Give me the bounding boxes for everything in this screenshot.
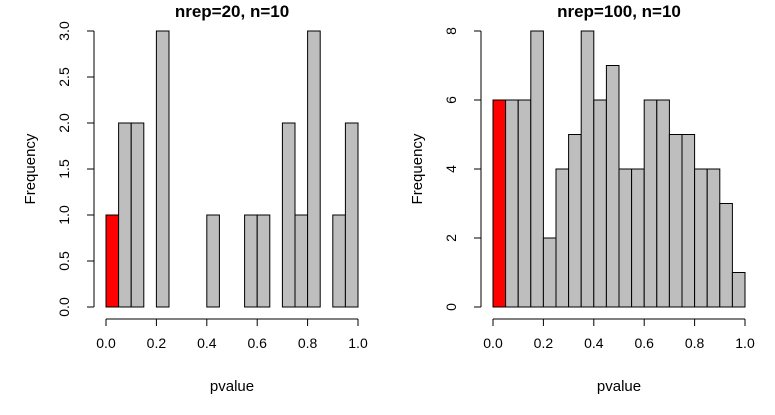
bars	[105, 30, 359, 308]
bars	[492, 30, 746, 308]
histogram-bar	[118, 122, 132, 308]
y-tick-label: 2.0	[56, 113, 72, 133]
histogram-bar	[631, 168, 645, 308]
histogram-bar	[542, 237, 557, 308]
y-tick-label: 2.5	[56, 67, 72, 87]
x-axis-label: pvalue	[597, 378, 641, 395]
histogram-bar	[555, 168, 570, 308]
histogram-bar	[593, 99, 607, 308]
y-tick-label: 2	[443, 234, 459, 242]
x-axis: 0.0 0.2 0.4 0.6 0.8 1.0	[96, 318, 368, 351]
histogram-panel-left: nrep=20, n=10 pvalue Frequency 0.0 0.2 0.4…	[22, 2, 368, 395]
y-axis: 0 2 4 6 8	[443, 27, 482, 311]
histogram-bar	[694, 168, 708, 308]
x-tick-label: 0.4	[584, 335, 604, 351]
histogram-panel-right: nrep=100, n=10 pvalue Frequency 0.0 0.2 0.…	[409, 2, 755, 395]
histogram-bar	[244, 214, 258, 308]
highlighted-bar	[492, 99, 507, 308]
histogram-bar	[332, 214, 346, 308]
histogram-bar	[643, 99, 658, 308]
chart-title: nrep=100, n=10	[557, 2, 681, 21]
x-tick-label: 1.0	[735, 335, 755, 351]
histogram-bar	[256, 214, 271, 308]
x-tick-label: 0.2	[147, 335, 167, 351]
x-tick-label: 0.6	[634, 335, 654, 351]
y-tick-label: 0.5	[56, 251, 72, 271]
histogram-bar	[580, 30, 595, 308]
histogram-bar	[668, 134, 683, 308]
x-axis: 0.0 0.2 0.4 0.6 0.8 1.0	[483, 318, 755, 351]
histogram-bar	[706, 168, 721, 308]
histogram-bar	[517, 99, 532, 308]
histogram-bar	[605, 65, 620, 308]
y-tick-label: 6	[443, 96, 459, 104]
histogram-bar	[719, 203, 733, 308]
histogram-bar	[681, 134, 696, 308]
histogram-bar	[530, 30, 544, 308]
y-tick-label: 8	[443, 27, 459, 35]
histogram-bar	[307, 30, 321, 308]
histogram-bar	[294, 214, 309, 308]
x-tick-label: 0.8	[298, 335, 318, 351]
x-tick-label: 0.4	[197, 335, 217, 351]
histogram-bar	[505, 99, 519, 308]
y-axis-label: Frequency	[22, 133, 39, 204]
chart-title: nrep=20, n=10	[175, 2, 289, 21]
histogram-bar	[731, 272, 746, 308]
y-tick-label: 1.0	[56, 205, 72, 225]
y-tick-label: 3.0	[56, 21, 72, 41]
x-tick-label: 0.6	[247, 335, 267, 351]
x-tick-label: 1.0	[348, 335, 368, 351]
x-axis-label: pvalue	[210, 378, 254, 395]
y-tick-label: 0	[443, 303, 459, 311]
x-tick-label: 0.0	[96, 335, 116, 351]
x-tick-label: 0.0	[483, 335, 503, 351]
histogram-bar	[344, 122, 359, 308]
histogram-bar	[618, 168, 633, 308]
histogram-bar	[281, 122, 296, 308]
y-tick-label: 0.0	[56, 297, 72, 317]
histogram-bar	[130, 122, 145, 308]
histogram-bar	[568, 134, 582, 308]
highlighted-bar	[105, 214, 120, 308]
histogram-bar	[656, 99, 670, 308]
y-axis-label: Frequency	[409, 133, 426, 204]
y-tick-label: 4	[443, 165, 459, 173]
y-axis: 0.0 0.5 1.0 1.5 2.0 2.5 3.0	[56, 21, 95, 317]
x-tick-label: 0.2	[534, 335, 554, 351]
y-tick-label: 1.5	[56, 159, 72, 179]
histogram-bar	[206, 214, 220, 308]
x-tick-label: 0.8	[685, 335, 705, 351]
histogram-bar	[155, 30, 170, 308]
